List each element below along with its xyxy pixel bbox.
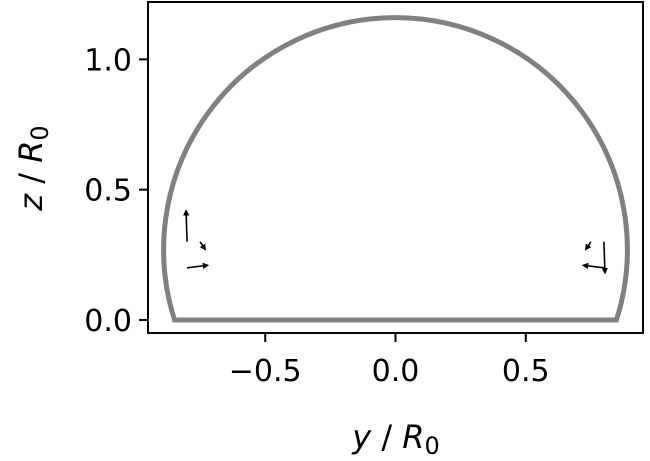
- y-axis-label-base: R: [12, 141, 50, 163]
- velocity-arrow: [581, 262, 605, 270]
- domain-boundary: [161, 15, 630, 323]
- plot-area: [147, 1, 644, 334]
- x-tick-label: −0.5: [229, 354, 302, 389]
- x-axis-label: y / R0: [351, 418, 440, 460]
- x-axis-label-var: y: [351, 418, 372, 456]
- x-tick-label: 0.0: [372, 354, 420, 389]
- y-axis-ticks: 0.0 0.5 1.0: [84, 43, 148, 339]
- y-tick-label: 1.0: [84, 43, 132, 78]
- y-tick-label: 0.0: [84, 304, 132, 339]
- velocity-arrow: [601, 241, 608, 275]
- x-axis-ticks: −0.5 0.0 0.5: [229, 333, 550, 389]
- y-axis-label: z / R0: [12, 125, 54, 211]
- velocity-arrow: [186, 262, 210, 270]
- velocity-arrow: [584, 241, 592, 251]
- x-axis-label-base: R: [402, 418, 424, 456]
- velocity-arrow: [199, 241, 207, 251]
- velocity-arrow: [183, 209, 190, 242]
- x-tick-label: 0.5: [502, 354, 550, 389]
- x-axis-label-sep: /: [371, 418, 402, 456]
- axes-frame: [147, 1, 644, 334]
- vector-field: [183, 209, 608, 275]
- y-axis-label-sub: 0: [26, 125, 54, 140]
- y-axis-label-sep: /: [12, 163, 50, 194]
- y-tick-label: 0.5: [84, 174, 132, 209]
- y-axis-label-var: z: [12, 193, 50, 212]
- x-axis-label-sub: 0: [425, 432, 440, 460]
